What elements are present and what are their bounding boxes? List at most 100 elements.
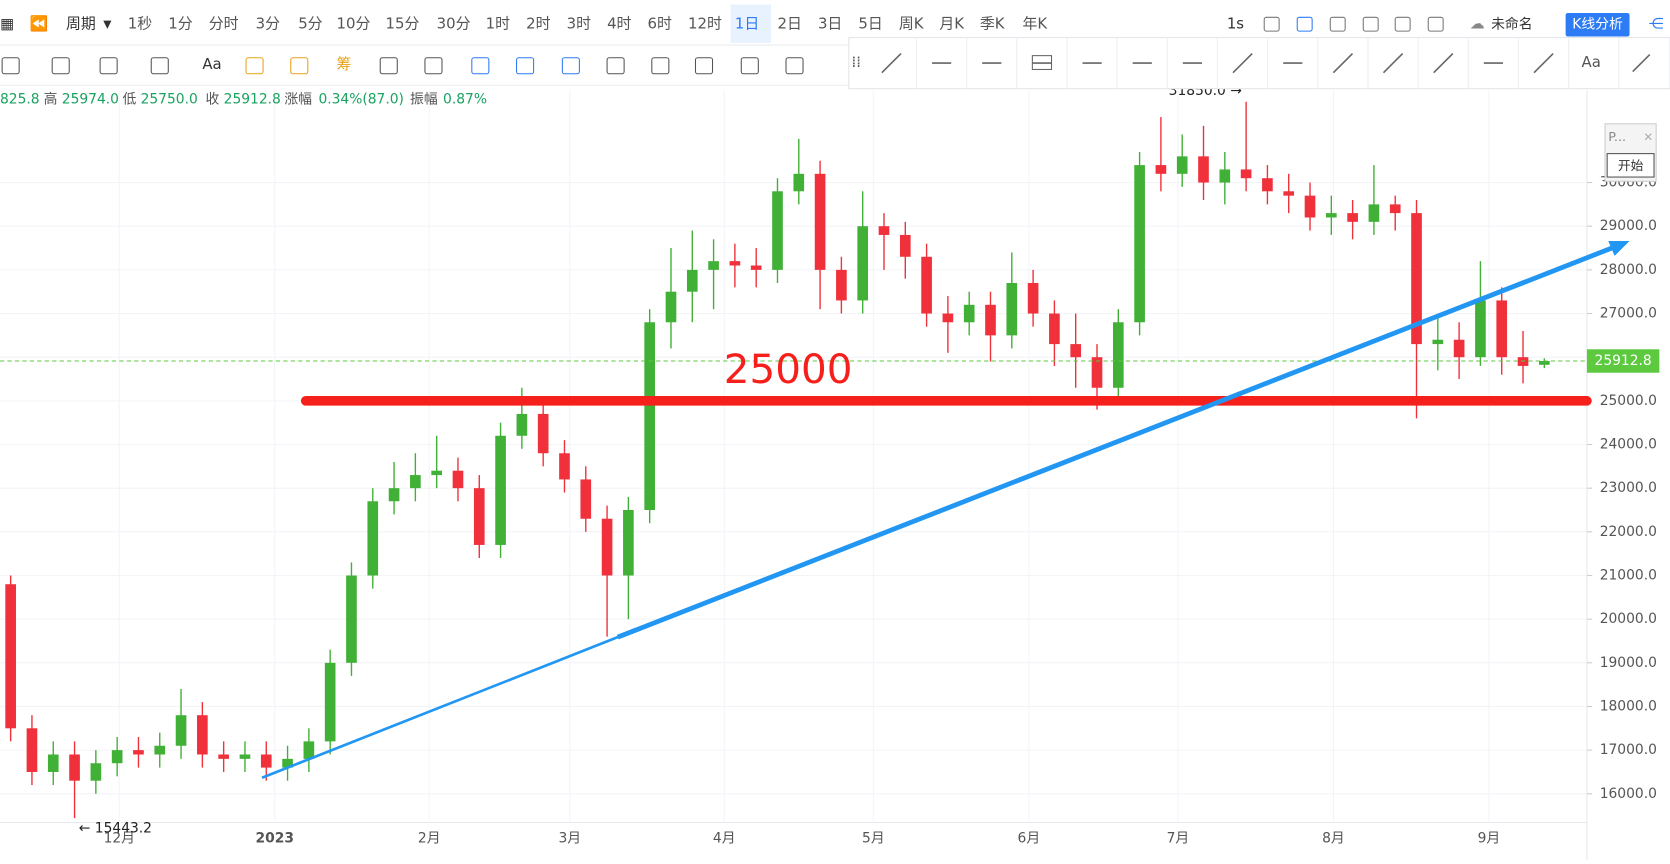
menu-icon: ▦ <box>0 15 14 33</box>
interval[interactable]: 1时 <box>486 15 510 33</box>
draw-icon[interactable] <box>694 57 714 75</box>
min-label: ← 15443.2 <box>79 821 152 837</box>
interval[interactable]: 2时 <box>526 15 550 33</box>
candle-body <box>1240 169 1252 179</box>
interval[interactable]: 1分 <box>168 15 192 33</box>
candle-body <box>473 488 485 545</box>
interval[interactable]: 30分 <box>437 15 471 33</box>
draw-icon[interactable] <box>379 57 398 75</box>
draw-tool[interactable] <box>1433 52 1454 74</box>
back-icon[interactable]: ⏪ <box>30 15 49 33</box>
interval[interactable]: 10分 <box>337 15 371 33</box>
file-name[interactable]: 未命名 <box>1491 16 1532 33</box>
interval[interactable]: 4时 <box>607 15 631 33</box>
popup-close[interactable]: ✕ <box>1643 130 1653 144</box>
interval[interactable]: 3分 <box>256 15 280 33</box>
ohlc-change-label: 涨幅 <box>284 91 312 107</box>
ohlc-high-label: 高 <box>44 90 58 107</box>
draw-icon[interactable] <box>516 57 535 75</box>
period-menu[interactable]: 周期 <box>66 15 96 33</box>
tool-icon[interactable] <box>1263 16 1280 32</box>
interval-selected-bg <box>730 4 772 43</box>
candle-body <box>580 479 592 519</box>
tool-icon[interactable] <box>1296 16 1313 32</box>
draw-icon[interactable] <box>290 57 309 75</box>
candle-body <box>367 501 379 576</box>
candle-body <box>644 322 656 511</box>
draw-icon[interactable] <box>51 57 70 75</box>
draw-icon[interactable] <box>606 57 625 75</box>
candle-body <box>1475 300 1486 358</box>
candle-body <box>537 413 549 454</box>
draw-tool[interactable] <box>881 52 902 74</box>
candle-body <box>1134 165 1145 323</box>
analysis-button-bg[interactable] <box>1565 13 1630 37</box>
interval[interactable]: 季K <box>980 15 1006 33</box>
interval[interactable]: 3日 <box>818 15 842 33</box>
tool-icon[interactable] <box>1394 16 1411 32</box>
draw-tool[interactable] <box>1382 52 1404 74</box>
draw-icon[interactable] <box>651 57 670 75</box>
candle-body <box>5 584 16 729</box>
ohlc-close-label: 收 <box>206 91 220 107</box>
speed[interactable]: 1s <box>1227 15 1244 33</box>
candle-body <box>1049 313 1060 345</box>
draw-tool[interactable] <box>1031 55 1053 71</box>
draw-icon[interactable] <box>424 57 443 75</box>
interval[interactable]: 年K <box>1022 15 1048 33</box>
tool-icon[interactable] <box>1362 16 1379 32</box>
y-tick-label: 28000.0 <box>1600 262 1657 278</box>
draw-tool[interactable] <box>1332 52 1354 74</box>
interval[interactable]: 1秒 <box>128 15 152 33</box>
draw-tool[interactable] <box>1232 52 1253 74</box>
tool-glyph <box>1031 55 1053 71</box>
draw-icon[interactable] <box>1 57 20 75</box>
candle-body <box>410 475 421 489</box>
chip-tool[interactable]: 筹 <box>337 55 352 73</box>
candle-body <box>133 750 144 755</box>
text-tool[interactable]: Aa <box>202 55 221 73</box>
ohlc-amplitude-label: 振幅 <box>410 91 438 107</box>
popup-button-bg[interactable] <box>1606 153 1655 178</box>
candle-body <box>69 754 80 781</box>
candle-body <box>1389 204 1401 214</box>
candle-body <box>431 470 442 476</box>
tool-icon[interactable] <box>1427 16 1444 32</box>
popup-button[interactable]: 开始 <box>1618 159 1644 174</box>
draw-icon[interactable] <box>785 57 804 75</box>
draw-icon[interactable] <box>561 57 580 75</box>
candle-body <box>878 226 890 235</box>
ui: ▦ ⏪ 周期 ▼ K线分析 1s 未命名 ☁ ⋲ Aa 筹 Aa P... ✕ … <box>0 4 1670 182</box>
interval[interactable]: 15分 <box>386 15 420 33</box>
interval[interactable]: 月K <box>939 15 965 33</box>
draw-text-tool[interactable]: Aa <box>1582 53 1601 71</box>
interval[interactable]: 3时 <box>567 15 591 33</box>
interval[interactable]: 5分 <box>298 15 322 33</box>
interval[interactable]: 分时 <box>209 15 239 33</box>
interval[interactable]: 5日 <box>858 15 882 33</box>
y-tick-label: 22000.0 <box>1600 524 1657 540</box>
share-icon[interactable]: ⋲ <box>1649 15 1664 33</box>
candle-body <box>303 741 315 759</box>
draw-icon[interactable] <box>150 57 169 75</box>
tool-icon[interactable] <box>1329 16 1346 32</box>
y-tick-label: 23000.0 <box>1600 480 1657 496</box>
candle-body <box>963 304 975 323</box>
interval[interactable]: 6时 <box>648 15 672 33</box>
ohlc-change: 0.34%(87.0) <box>318 91 404 107</box>
tool-glyph <box>1533 52 1554 74</box>
draw-icon[interactable] <box>471 57 490 75</box>
interval[interactable]: 12时 <box>688 15 722 33</box>
draw-tool[interactable] <box>1533 52 1554 74</box>
draw-icon[interactable] <box>245 57 264 75</box>
interval[interactable]: 2日 <box>777 15 801 33</box>
interval[interactable]: 1日 <box>735 15 759 33</box>
candle-body <box>1070 344 1082 358</box>
draw-icon[interactable] <box>740 57 759 75</box>
draw-icon[interactable] <box>99 57 118 75</box>
interval[interactable]: 周K <box>899 15 925 33</box>
candle-body <box>175 715 187 746</box>
analysis-button[interactable]: K线分析 <box>1572 17 1623 33</box>
draw-tool[interactable] <box>1632 54 1651 73</box>
cloud-icon: ☁ <box>1470 15 1485 33</box>
